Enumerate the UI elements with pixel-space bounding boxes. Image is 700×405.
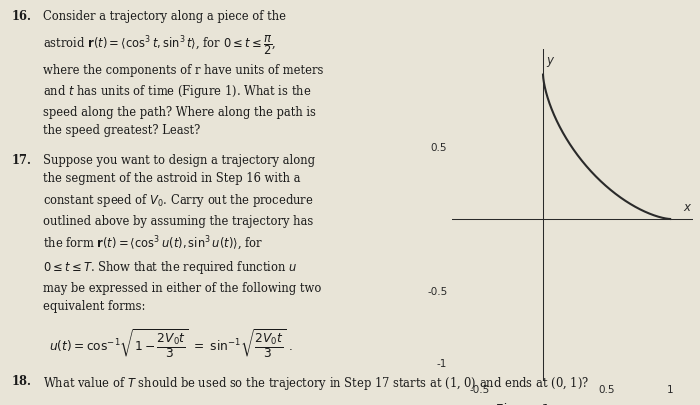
Text: x: x: [683, 201, 690, 214]
Text: astroid $\mathbf{r}(t) = \langle\cos^3 t,\sin^3 t\rangle$, for $0\leq t\leq\dfra: astroid $\mathbf{r}(t) = \langle\cos^3 t…: [43, 33, 276, 57]
Text: y: y: [546, 54, 553, 67]
Text: where the components of r have units of meters
and $t$ has units of time (Figure: where the components of r have units of …: [43, 64, 323, 137]
Text: Consider a trajectory along a piece of the: Consider a trajectory along a piece of t…: [43, 10, 286, 23]
Text: $u(t) = \cos^{-1}\!\sqrt{1 - \dfrac{2V_0 t}{3}}\ =\ \sin^{-1}\!\sqrt{\dfrac{2V_0: $u(t) = \cos^{-1}\!\sqrt{1 - \dfrac{2V_0…: [49, 327, 293, 360]
Text: What value of $T$ should be used so the trajectory in Step 17 starts at (1, 0) a: What value of $T$ should be used so the …: [43, 375, 589, 392]
Text: 16.: 16.: [11, 10, 31, 23]
Text: Figure 1: Figure 1: [495, 403, 550, 405]
Text: 18.: 18.: [11, 375, 31, 388]
Text: 17.: 17.: [11, 154, 31, 167]
Text: Suppose you want to design a trajectory along
the segment of the astroid in Step: Suppose you want to design a trajectory …: [43, 154, 321, 313]
